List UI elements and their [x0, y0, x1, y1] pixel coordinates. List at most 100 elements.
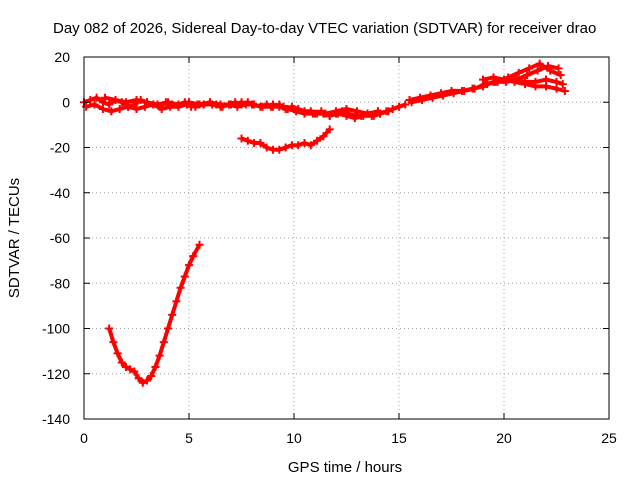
data-point	[384, 107, 393, 116]
data-point	[105, 324, 114, 333]
series-line	[107, 243, 202, 385]
data-points	[80, 59, 569, 387]
data-point	[243, 136, 252, 145]
data-point	[155, 351, 164, 360]
data-point	[401, 100, 410, 109]
chart-title: Day 082 of 2026, Sidereal Day-to-day VTE…	[53, 20, 596, 37]
data-point	[92, 93, 101, 102]
grid-lines	[84, 57, 609, 419]
data-point	[504, 73, 513, 82]
series-track-c	[101, 93, 382, 118]
data-point	[132, 95, 141, 104]
data-point	[428, 93, 437, 102]
data-point	[300, 107, 309, 116]
data-point	[407, 98, 416, 107]
data-point	[258, 102, 267, 111]
data-point	[109, 338, 118, 347]
data-point	[143, 98, 151, 107]
data-point	[332, 107, 340, 116]
y-axis-label: SDTVAR / TECUs	[6, 178, 23, 298]
data-point	[159, 338, 168, 347]
data-point	[132, 105, 141, 114]
y-tick-label: -100	[42, 321, 70, 337]
data-point	[546, 66, 555, 75]
data-point	[521, 80, 529, 89]
data-point	[113, 349, 122, 358]
data-point	[189, 252, 198, 261]
y-tick-label: -140	[42, 411, 70, 427]
data-point	[164, 324, 172, 333]
axis-ticks: 0 5 10 15 20 25 -140 -120 -100 -80 -60 -40 -20 0 20	[42, 49, 617, 446]
data-point	[281, 143, 290, 152]
data-point	[216, 100, 225, 109]
data-point	[90, 100, 99, 109]
x-axis-label: GPS time / hours	[288, 459, 402, 476]
data-point	[82, 102, 91, 111]
y-tick-label: 0	[62, 94, 70, 110]
x-tick-label: 5	[185, 430, 193, 446]
data-point	[311, 109, 319, 118]
data-point	[470, 84, 479, 93]
data-point	[122, 98, 130, 107]
data-point	[325, 125, 334, 134]
data-point	[374, 107, 382, 116]
data-point	[275, 145, 284, 154]
data-point	[107, 107, 116, 116]
x-tick-label: 25	[601, 430, 617, 446]
data-point	[460, 86, 469, 95]
data-point	[168, 310, 177, 319]
data-point	[180, 272, 189, 281]
data-point	[115, 105, 124, 114]
data-point	[98, 98, 107, 107]
data-point	[185, 98, 193, 107]
data-point	[321, 109, 330, 118]
data-point	[262, 143, 271, 152]
data-point	[126, 365, 135, 374]
data-point	[124, 102, 133, 111]
x-tick-label: 15	[391, 430, 407, 446]
data-point	[117, 358, 126, 367]
data-point	[206, 98, 214, 107]
series-track-h	[237, 125, 334, 154]
data-point	[147, 372, 156, 381]
data-point	[140, 102, 149, 111]
data-point	[164, 98, 172, 107]
data-point	[237, 98, 246, 107]
series-track-i	[105, 240, 204, 387]
data-point	[195, 240, 204, 249]
series-track-g	[483, 59, 565, 89]
data-point	[489, 73, 498, 82]
data-point	[157, 105, 166, 114]
y-tick-label: -20	[50, 140, 70, 156]
x-tick-label: 0	[80, 430, 88, 446]
data-point	[449, 89, 458, 98]
data-point	[353, 107, 361, 116]
data-point	[98, 105, 107, 114]
data-point	[248, 100, 256, 109]
data-point	[195, 100, 204, 109]
data-point	[101, 93, 109, 102]
data-point	[342, 105, 351, 114]
y-tick-label: -60	[50, 230, 70, 246]
data-point	[176, 283, 185, 292]
x-tick-label: 20	[496, 430, 512, 446]
data-point	[290, 105, 298, 114]
data-point	[483, 80, 492, 89]
data-point	[418, 95, 427, 104]
data-point	[363, 109, 372, 118]
data-point	[479, 75, 487, 84]
data-point	[153, 100, 162, 109]
data-point	[174, 100, 183, 109]
data-point	[134, 374, 143, 383]
data-point	[138, 378, 147, 387]
data-point	[269, 100, 277, 109]
y-tick-label: -80	[50, 275, 70, 291]
data-point	[514, 68, 523, 77]
data-point	[306, 141, 315, 150]
data-point	[86, 95, 95, 104]
data-point	[523, 71, 532, 80]
data-point	[227, 100, 235, 109]
data-point	[111, 95, 120, 104]
data-point	[388, 105, 397, 114]
